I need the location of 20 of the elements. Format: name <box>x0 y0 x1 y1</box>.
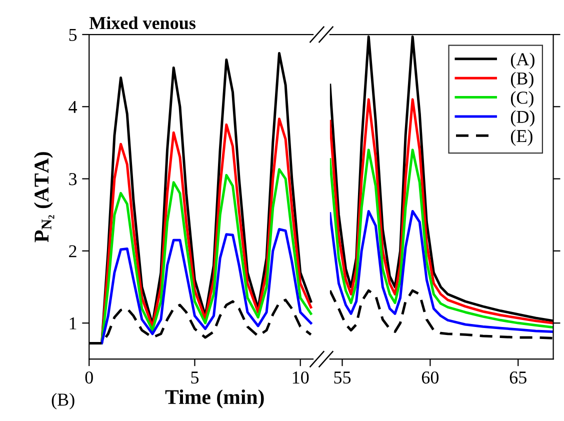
y-axis-title: P$_{N₂}$ (ATA) <box>34 152 54 242</box>
y-tick-label: 3 <box>69 173 77 186</box>
chart-title: Mixed venous <box>89 16 196 30</box>
x-tick-label: 0 <box>85 371 93 384</box>
x-tick-label: 10 <box>292 371 309 384</box>
legend-label: (B) <box>510 72 534 88</box>
y-tick-label: 2 <box>69 245 76 258</box>
x-tick-label: 55 <box>334 372 351 384</box>
legend-label: (A) <box>510 52 534 70</box>
legend-label: (D) <box>510 110 534 127</box>
legend-label: (E) <box>510 129 532 146</box>
x-tick-label: 65 <box>510 371 526 384</box>
y-tick-label: 1 <box>70 317 76 330</box>
y-tick-label: 4 <box>68 101 78 113</box>
x-axis-title: Time (min) <box>165 389 264 408</box>
text: (B) <box>52 393 74 410</box>
y-tick-label: 5 <box>69 28 77 41</box>
legend-label: (C) <box>510 91 534 108</box>
x-tick-label: 60 <box>422 371 439 384</box>
x-tick-label: 5 <box>191 372 199 384</box>
